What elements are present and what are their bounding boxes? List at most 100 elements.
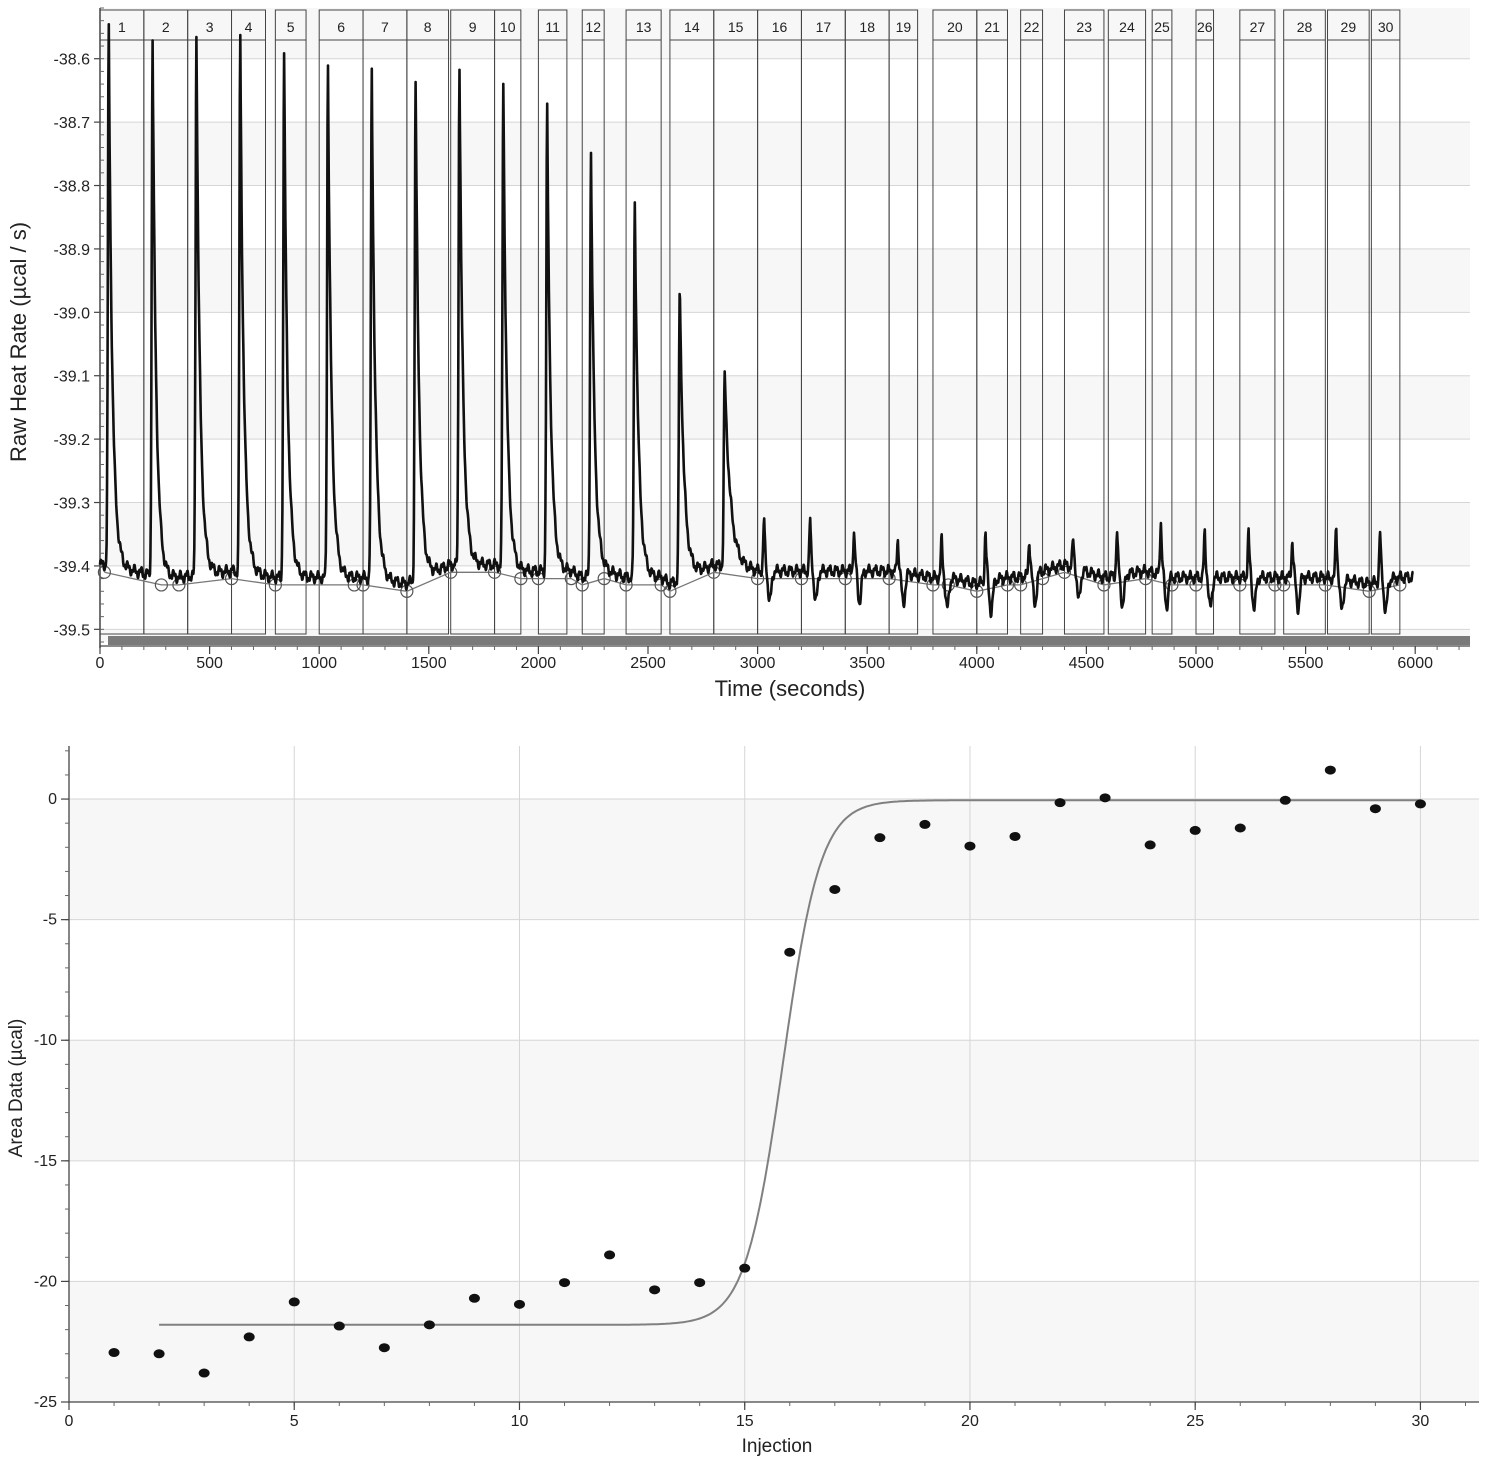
bottom-x-axis-title: Injection (742, 1436, 813, 1457)
bottom-y-tick-label: -5 (43, 912, 57, 929)
injection-label: 11 (545, 19, 560, 35)
injection-label: 6 (337, 19, 345, 35)
top-y-tick-label: -38.8 (54, 179, 91, 196)
top-x-tick-label: 3000 (740, 655, 776, 672)
injection-label: 8 (424, 19, 432, 35)
top-y-axis-title: Raw Heat Rate (µcal / s) (6, 222, 31, 462)
top-y-tick-label: -38.9 (54, 242, 91, 259)
injection-label: 29 (1341, 19, 1357, 35)
area-data-point (1369, 804, 1381, 814)
top-y-tick-labels: -38.6 -38.7 -38.8 -38.9 -39.0 -39.1 -39.2 -39.3… (54, 52, 100, 639)
area-data-point (694, 1278, 706, 1288)
top-axes (99, 7, 1470, 650)
top-y-tick-label: -39.1 (54, 369, 91, 386)
injection-box (1239, 9, 1276, 635)
injection-label: 24 (1119, 19, 1135, 35)
injection-label: 30 (1378, 19, 1394, 35)
injection-box (1151, 9, 1173, 635)
injection-box (274, 9, 307, 635)
baseline-marker (154, 578, 168, 592)
baseline-marker (882, 571, 896, 586)
injection-box (1020, 9, 1044, 635)
injection-label: 7 (381, 19, 389, 35)
bottom-y-tick-label: -25 (34, 1394, 57, 1411)
injection-label: 9 (469, 19, 477, 35)
injection-box (537, 9, 568, 635)
bottom-x-tick-label: 25 (1186, 1413, 1204, 1430)
baseline-marker (597, 571, 611, 586)
injection-label: 10 (500, 19, 516, 35)
baseline-marker (941, 578, 955, 592)
area-data-point (1234, 823, 1246, 833)
top-band (100, 185, 1470, 249)
injection-label: 26 (1197, 19, 1213, 35)
area-data-point (1279, 795, 1291, 805)
injection-label: 14 (684, 19, 700, 35)
top-x-tick-label: 1000 (301, 655, 337, 672)
injection-label: 13 (636, 19, 652, 35)
top-x-tick-label: 4000 (959, 655, 995, 672)
injection-box (1107, 9, 1147, 635)
top-y-tick-label: -39.4 (54, 559, 91, 576)
bottom-x-tick-label: 20 (961, 1413, 979, 1430)
injection-label: 15 (728, 19, 744, 35)
area-data-point (1324, 765, 1336, 775)
injection-label: 25 (1154, 19, 1170, 35)
injection-box (494, 9, 522, 635)
injection-label: 4 (245, 19, 253, 35)
injection-box (976, 9, 1008, 635)
bottom-band (69, 799, 1479, 920)
injection-label: 21 (984, 19, 1000, 35)
injection-label: 12 (585, 19, 601, 35)
top-x-tick-label: 500 (196, 655, 223, 672)
top-y-tick-label: -38.6 (54, 52, 91, 69)
injection-box (1327, 9, 1370, 635)
top-band (100, 58, 1470, 123)
area-data-point (1144, 840, 1156, 850)
bottom-x-tick-label: 10 (511, 1413, 529, 1430)
top-x-tick-label: 2000 (521, 655, 557, 672)
top-x-tick-label: 3500 (849, 655, 885, 672)
injection-label: 1 (118, 19, 126, 35)
area-data-chart: 0 -5 -10 -15 -20 -25 0 5 10 15 20 25 30 Area Data (… (6, 746, 1479, 1457)
area-data-point (1099, 793, 1111, 803)
top-y-tick-label: -39.0 (54, 305, 91, 322)
bottom-y-axis-title: Area Data (µcal) (6, 1019, 27, 1158)
area-data-point (919, 819, 931, 829)
area-data-point (423, 1320, 435, 1330)
area-data-point (649, 1285, 661, 1295)
top-x-tick-label: 0 (96, 655, 105, 672)
top-y-tick-label: -39.2 (54, 432, 91, 449)
area-data-point (1189, 825, 1201, 835)
baseline-marker (750, 571, 765, 586)
injection-label: 3 (206, 19, 214, 35)
injection-label: 27 (1250, 19, 1266, 35)
bottom-x-tick-labels: 0 5 10 15 20 25 30 (65, 1402, 1429, 1430)
area-data-point (559, 1278, 571, 1288)
area-data-point (378, 1343, 390, 1353)
area-data-point (1009, 831, 1021, 841)
area-data-point (153, 1349, 165, 1359)
bottom-y-tick-label: -10 (34, 1032, 57, 1049)
bottom-x-tick-label: 0 (65, 1413, 74, 1430)
bottom-band (69, 1281, 1479, 1402)
top-x-tick-label: 4500 (1069, 655, 1105, 672)
area-data-points (108, 765, 1426, 1378)
top-x-tick-labels: 0 500 1000 1500 2000 2500 3000 3500 4000 4500 5000… (96, 646, 1433, 672)
injection-box (625, 9, 662, 635)
injection-box (888, 9, 919, 635)
area-data-point (108, 1348, 120, 1358)
area-data-point (829, 885, 841, 894)
top-y-tick-label: -39.5 (54, 622, 91, 639)
top-band (100, 312, 1470, 376)
area-data-point (288, 1297, 300, 1307)
bottom-x-tick-label: 15 (736, 1413, 754, 1430)
bottom-y-tick-label: -15 (34, 1153, 57, 1170)
top-x-tick-label: 5500 (1288, 655, 1324, 672)
bottom-shaded-bands (69, 799, 1479, 1402)
bottom-y-tick-label: 0 (48, 791, 57, 808)
injection-box (581, 9, 605, 635)
area-data-point (1054, 798, 1066, 808)
baseline-line (104, 571, 1401, 593)
